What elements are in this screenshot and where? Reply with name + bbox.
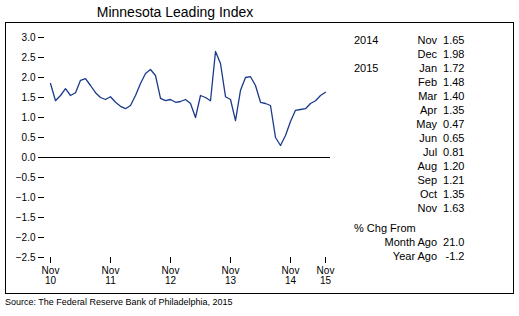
html-text:1.63: 1.63: [443, 202, 465, 214]
svg-text:Nov15: Nov15: [317, 265, 335, 286]
svg-text:2.5: 2.5: [22, 52, 36, 63]
html-text:Oct: Oct: [420, 188, 438, 200]
html-text:Nov: Nov: [417, 202, 438, 214]
svg-text:−0.5: −0.5: [16, 172, 36, 183]
html-text:Nov: Nov: [417, 34, 438, 46]
html-text:Year Ago: Year Ago: [392, 250, 438, 262]
svg-text:0.5: 0.5: [22, 132, 36, 143]
html-text:Minnesota Leading Index: Minnesota Leading Index: [96, 4, 254, 20]
html-text:% Chg From: % Chg From: [354, 222, 416, 234]
svg-text:1.0: 1.0: [22, 112, 36, 123]
svg-text:Nov11: Nov11: [102, 265, 120, 286]
html-text:1.40: 1.40: [443, 90, 465, 102]
html-text:2015: 2015: [354, 62, 379, 74]
html-text:1.21: 1.21: [443, 174, 465, 186]
svg-text:−2.0: −2.0: [16, 232, 36, 243]
svg-text:Nov14: Nov14: [282, 265, 300, 286]
html-text:Month Ago: Month Ago: [384, 236, 438, 248]
html-text:Jan: Jan: [419, 62, 438, 74]
html-text:Mar: Mar: [418, 90, 438, 102]
svg-text:3.0: 3.0: [22, 32, 36, 43]
html-text:Apr: Apr: [420, 104, 438, 116]
html-text:1.20: 1.20: [443, 160, 465, 172]
html-text:Jun: Jun: [419, 132, 438, 144]
html-text:2014: 2014: [354, 34, 379, 46]
svg-text:Nov12: Nov12: [162, 265, 180, 286]
html-text:1.35: 1.35: [443, 188, 465, 200]
html-text:1.98: 1.98: [443, 48, 465, 60]
html-text:21.0: 21.0: [443, 236, 465, 248]
html-text:0.81: 0.81: [443, 146, 465, 158]
html-text:1.65: 1.65: [443, 34, 465, 46]
html-text:1.35: 1.35: [443, 104, 465, 116]
html-text:0.47: 0.47: [443, 118, 465, 130]
svg-text:−2.5: −2.5: [16, 252, 36, 263]
html-text:Source: The Federal Reserve Ba: Source: The Federal Reserve Bank of Phil…: [5, 297, 233, 307]
svg-text:−1.5: −1.5: [16, 212, 36, 223]
html-text:0.65: 0.65: [443, 132, 465, 144]
svg-text:0.0: 0.0: [22, 152, 36, 163]
html-text:Dec: Dec: [417, 48, 438, 60]
html-text:Aug: Aug: [417, 160, 438, 172]
html-text:1.72: 1.72: [443, 62, 465, 74]
html-text:May: May: [416, 118, 438, 130]
html-text:1.48: 1.48: [443, 76, 465, 88]
svg-text:1.5: 1.5: [22, 92, 36, 103]
svg-text:−1.0: −1.0: [16, 192, 36, 203]
svg-text:2.0: 2.0: [22, 72, 36, 83]
html-text:Feb: Feb: [418, 76, 438, 88]
html-text:Jul: Jul: [423, 146, 438, 158]
svg-text:Nov13: Nov13: [222, 265, 240, 286]
svg-text:Nov10: Nov10: [42, 265, 60, 286]
html-text:-1.2: -1.2: [445, 250, 465, 262]
html-text:Sep: Sep: [417, 174, 438, 186]
